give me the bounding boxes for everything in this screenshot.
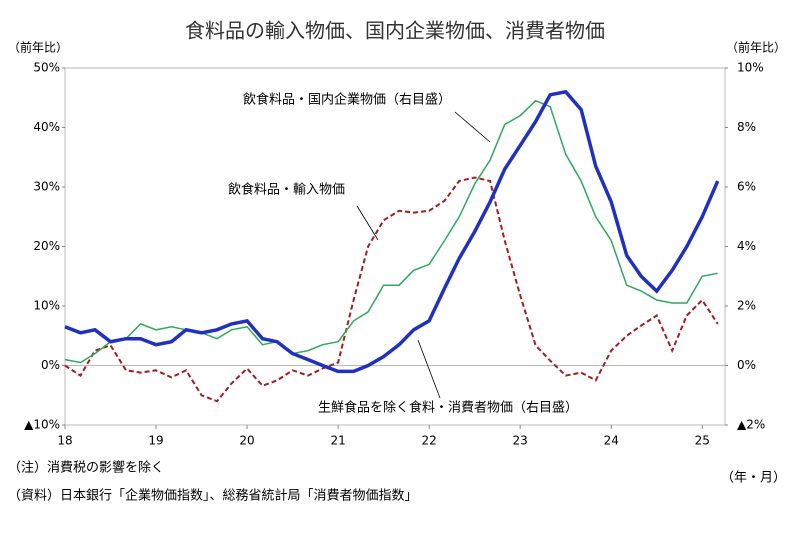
note: （注）消費税の影響を除く <box>8 460 164 476</box>
series-line <box>64 99 718 364</box>
y2-axis-label: （前年比） <box>726 40 786 55</box>
y2-tick-label: 10% <box>737 61 764 75</box>
x-tick-label: 19 <box>148 434 163 448</box>
chart-title: 食料品の輸入物価、国内企業物価、消費者物価 <box>185 19 605 43</box>
y2-tick-label: 2% <box>737 299 756 313</box>
y2-tick-label: 4% <box>737 239 756 253</box>
y-tick-label: 40% <box>33 120 60 134</box>
series-label: 飲食料品・輸入物価 <box>228 182 345 198</box>
plot-frame <box>64 67 726 426</box>
series-line <box>64 176 719 403</box>
leader-line <box>356 205 379 241</box>
series-label: 生鮮食品を除く食料・消費者物価（右目盛） <box>318 400 578 416</box>
y2-tick-label: 0% <box>737 358 756 372</box>
y-tick-label: 0% <box>41 358 60 372</box>
y-tick-label: ▲10% <box>24 418 60 432</box>
x-tick-label: 21 <box>330 434 345 448</box>
y-tick-label: 20% <box>33 239 60 253</box>
x-axis-label: （年・月） <box>721 471 786 486</box>
note: （資料）日本銀行「企業物価指数」、総務省統計局「消費者物価指数」 <box>8 488 418 504</box>
x-tick-label: 22 <box>421 434 436 448</box>
leader-line <box>454 111 491 143</box>
x-tick-label: 20 <box>239 434 254 448</box>
x-tick-label: 24 <box>604 434 619 448</box>
x-tick-label: 23 <box>513 434 528 448</box>
y-axis-label: （前年比） <box>8 40 68 55</box>
x-tick-label: 25 <box>695 434 710 448</box>
y-tick-label: 50% <box>33 61 60 75</box>
y2-tick-label: ▲2% <box>737 418 765 432</box>
y-tick-label: 10% <box>33 299 60 313</box>
series-label: 飲食料品・国内企業物価（右目盛） <box>243 92 451 108</box>
x-tick-label: 18 <box>57 434 72 448</box>
leader-line <box>417 339 441 399</box>
y2-tick-label: 6% <box>737 180 756 194</box>
series-line <box>64 89 720 374</box>
y-tick-label: 30% <box>33 180 60 194</box>
y2-tick-label: 8% <box>737 120 756 134</box>
